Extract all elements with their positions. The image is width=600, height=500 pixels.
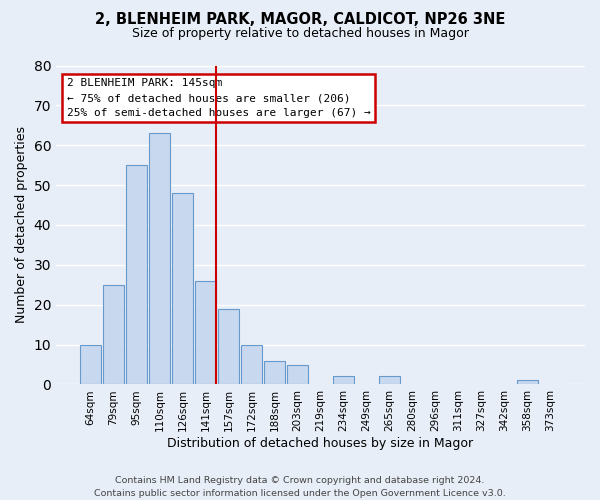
Bar (287, 364, 308, 384)
Bar (103, 285, 124, 384)
Bar (80, 344, 101, 385)
Text: Size of property relative to detached houses in Magor: Size of property relative to detached ho… (131, 28, 469, 40)
Bar (264, 360, 285, 384)
Bar (172, 193, 193, 384)
Bar (241, 344, 262, 385)
X-axis label: Distribution of detached houses by size in Magor: Distribution of detached houses by size … (167, 437, 473, 450)
Bar (218, 308, 239, 384)
Bar (333, 376, 354, 384)
Y-axis label: Number of detached properties: Number of detached properties (15, 126, 28, 324)
Text: 2, BLENHEIM PARK, MAGOR, CALDICOT, NP26 3NE: 2, BLENHEIM PARK, MAGOR, CALDICOT, NP26 … (95, 12, 505, 28)
Bar (517, 380, 538, 384)
Bar (126, 165, 147, 384)
Text: 2 BLENHEIM PARK: 145sqm
← 75% of detached houses are smaller (206)
25% of semi-d: 2 BLENHEIM PARK: 145sqm ← 75% of detache… (67, 78, 370, 118)
Bar (379, 376, 400, 384)
Bar (149, 134, 170, 384)
Bar (195, 281, 216, 384)
Text: Contains HM Land Registry data © Crown copyright and database right 2024.
Contai: Contains HM Land Registry data © Crown c… (94, 476, 506, 498)
